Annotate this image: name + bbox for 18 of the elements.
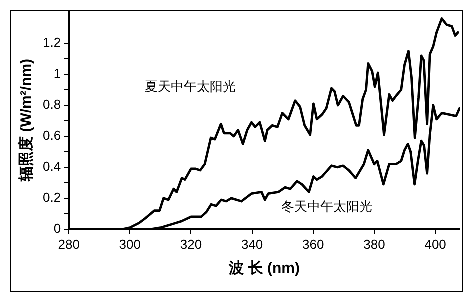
y-tick-label: 1 [54,66,62,82]
y-tick-label: 0.8 [42,97,62,112]
y-tick-label: 0.4 [42,159,62,174]
x-tick-label: 340 [241,236,264,252]
y-axis-title: 辐照度 (W/m²/nm) [17,58,36,182]
y-tick-label: 0 [54,220,62,236]
y-tick-label: 1.2 [42,35,62,50]
series-label: 冬天中午太阳光 [282,199,373,214]
x-tick-label: 320 [180,236,202,252]
x-tick-label: 280 [58,236,80,252]
x-tick-label: 380 [364,236,386,252]
y-tick-label: 0.6 [42,128,62,144]
x-tick-label: 360 [302,236,324,252]
y-tick-label: 0.2 [42,190,62,205]
x-tick-label: 300 [119,236,142,252]
x-axis-title: 波 长 (nm) [228,260,300,278]
x-tick-label: 400 [424,236,446,252]
text: 夏天中午太阳光 [144,79,236,94]
